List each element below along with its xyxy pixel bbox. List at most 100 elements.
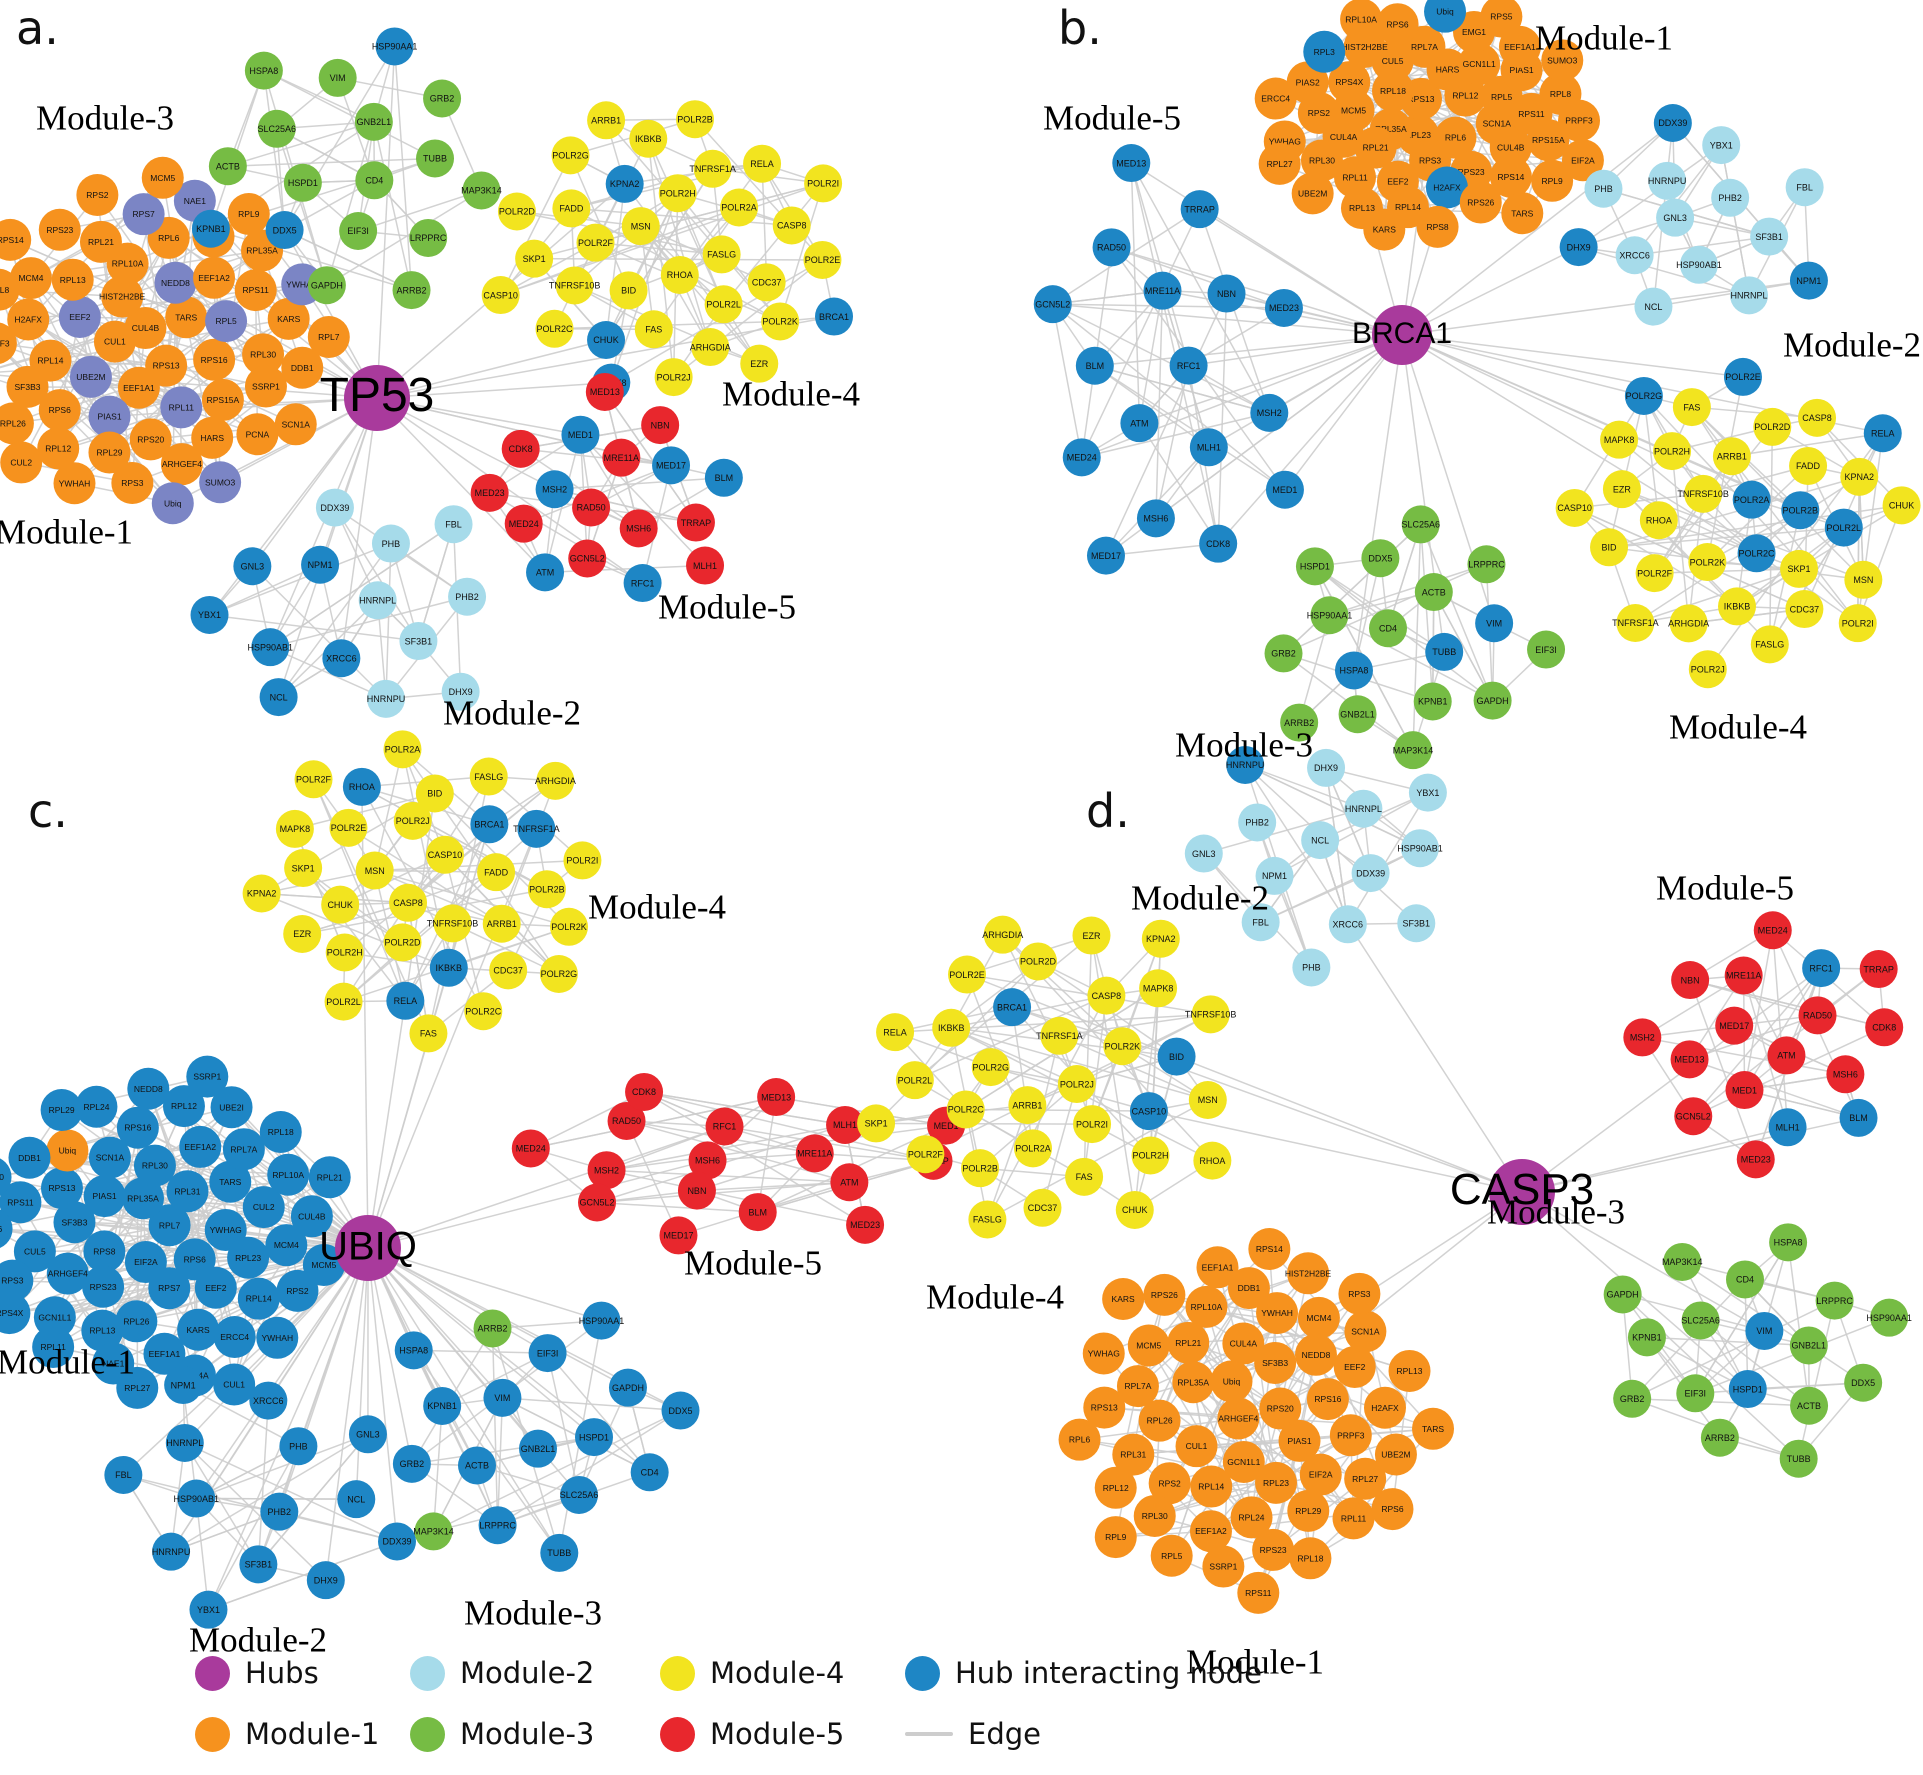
node-label: RPL9 <box>1541 176 1563 186</box>
node-label: RPS3 <box>121 478 143 488</box>
node-POLR2K <box>550 907 589 946</box>
node-label: RPL21 <box>1175 1338 1201 1348</box>
node-label: CDK8 <box>1872 1023 1896 1033</box>
node-label: EIF3I <box>1685 1389 1707 1399</box>
node-NCL <box>1634 287 1673 326</box>
node-TUBB <box>1425 632 1464 671</box>
node-label: PRPF3 <box>1337 1430 1365 1440</box>
node-label: POLR2F <box>1637 568 1673 578</box>
node-label: RELA <box>883 1027 907 1037</box>
node-PHB <box>1584 169 1623 208</box>
node-label: RPL18 <box>1380 86 1406 96</box>
node-RELA <box>876 1013 915 1052</box>
node-RPL24 <box>75 1085 118 1128</box>
node-label: EIF2A <box>134 1257 158 1267</box>
node-label: SF3B1 <box>1755 232 1783 242</box>
node-MAP3K14 <box>414 1512 453 1551</box>
node-label: CASP10 <box>428 850 463 860</box>
node-RPS14 <box>1489 155 1532 198</box>
node-label: RPS8 <box>93 1246 115 1256</box>
node-CD4 <box>355 161 394 200</box>
node-RPS2 <box>1148 1462 1191 1505</box>
node-label: CUL4B <box>1497 143 1525 153</box>
node-ARHGDIA <box>1669 604 1708 643</box>
node-FBL <box>434 505 473 544</box>
node-MCM5 <box>302 1243 345 1286</box>
node-label: RPS11 <box>1245 1588 1272 1598</box>
node-label: POLR2C <box>948 1105 985 1115</box>
node-label: RPL23 <box>235 1253 261 1263</box>
node-label: VIM <box>1486 618 1502 628</box>
node-RPL8 <box>0 268 20 311</box>
node-label: POLR2L <box>326 997 361 1007</box>
node-RFC1 <box>1802 949 1841 988</box>
node-FBL <box>104 1455 143 1494</box>
node-label: EEF1A2 <box>1195 1526 1227 1536</box>
node-RPL26 <box>1138 1399 1181 1442</box>
node-label: TNFRSF1A <box>689 164 736 174</box>
node-label: BLM <box>748 1207 767 1217</box>
node-CHUK <box>321 885 360 924</box>
node-label: BRCA1 <box>474 820 504 830</box>
node-label: MED24 <box>509 519 539 529</box>
node-label: TNFRSF10B <box>427 919 479 929</box>
node-label: PIAS1 <box>97 412 121 422</box>
node-label: POLR2I <box>566 856 598 866</box>
node-label: DDX39 <box>1356 868 1385 878</box>
node-label: ARRB2 <box>1705 1433 1735 1443</box>
node-GNL3 <box>348 1415 387 1454</box>
node-SLC25A6 <box>1681 1301 1720 1340</box>
node-DHX9 <box>1559 228 1598 267</box>
node-label: SF3B3 <box>1262 1358 1288 1368</box>
node-label: RPL9 <box>238 209 260 219</box>
node-label: YWHAG <box>1088 1349 1120 1359</box>
node-label: SF3B1 <box>245 1560 273 1570</box>
node-label: ATM <box>536 568 554 578</box>
node-label: FAS <box>645 325 662 335</box>
node-RPL18 <box>259 1111 302 1154</box>
node-RPS6 <box>1376 3 1419 46</box>
node-POLR2L <box>1824 508 1863 547</box>
node-label: RPL13 <box>1397 1366 1423 1376</box>
node-ARRB2 <box>1280 703 1319 742</box>
node-label: MCM4 <box>18 273 43 283</box>
node-HSPA8 <box>394 1331 433 1370</box>
node-label: BRCA1 <box>997 1002 1027 1012</box>
node-MED23 <box>1264 288 1303 327</box>
node-UBE2M <box>1291 172 1334 215</box>
node-label: KPNB1 <box>427 1401 457 1411</box>
node-label: MSH2 <box>1257 408 1282 418</box>
node-label: GCN5L2 <box>1676 1111 1711 1121</box>
node-ARHGDIA <box>983 915 1022 954</box>
node-RPL29 <box>40 1089 83 1132</box>
node-label: RPL21 <box>88 237 114 247</box>
node-BRCA1 <box>993 988 1032 1027</box>
node-label: MSH6 <box>1143 514 1168 524</box>
node-PIAS1 <box>88 395 131 438</box>
node-HSPA8 <box>244 51 283 90</box>
node-SKP1 <box>1780 549 1819 588</box>
node-label: RPL7A <box>1411 42 1438 52</box>
node-label: RPL12 <box>171 1101 197 1111</box>
node-YBX1 <box>1408 773 1447 812</box>
node-KARS <box>177 1308 220 1351</box>
node-label: GNL3 <box>1663 213 1687 223</box>
node-POLR2F <box>576 223 615 262</box>
node-FASLG <box>1750 625 1789 664</box>
node-label: ARHGDIA <box>1668 619 1709 629</box>
node-NEDD8 <box>154 261 197 304</box>
node-label: POLR2L <box>898 1075 933 1085</box>
node-label: YWHAH <box>1261 1308 1293 1318</box>
node-CUL5 <box>13 1230 56 1273</box>
node-TARS <box>165 296 208 339</box>
node-MAPK8 <box>275 809 314 848</box>
node-label: BLM <box>1086 361 1105 371</box>
node-LRPPRC <box>478 1506 517 1545</box>
node-label: ERCC4 <box>1261 94 1290 104</box>
node-label: DDX39 <box>320 503 349 513</box>
node-label: MSH6 <box>1833 1070 1858 1080</box>
node-label: PIAS1 <box>1510 65 1534 75</box>
node-RFC1 <box>1169 346 1208 385</box>
node-label: EIF3I <box>537 1348 559 1358</box>
node-label: SCN1A <box>282 419 311 429</box>
